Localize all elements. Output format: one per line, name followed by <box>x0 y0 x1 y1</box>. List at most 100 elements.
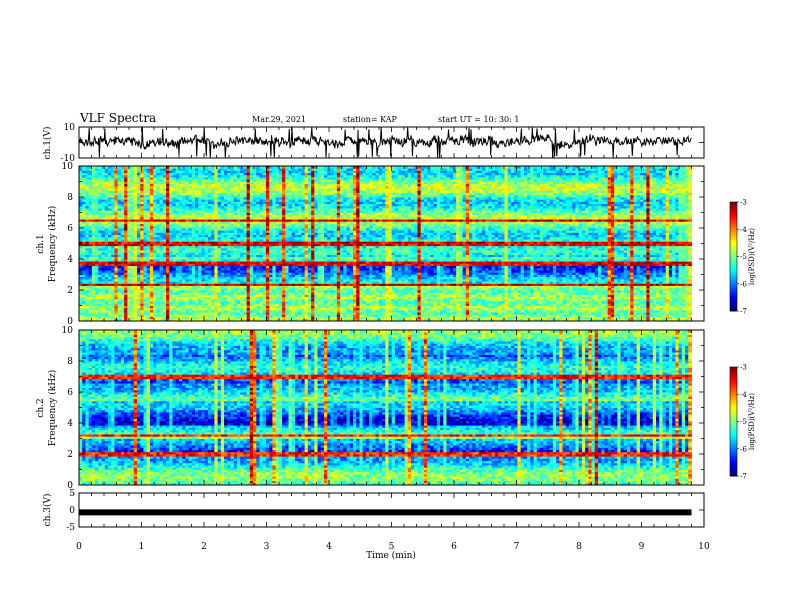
spectrogram-cell <box>134 175 138 178</box>
spectrogram-cell <box>124 288 128 291</box>
spectrogram-cell <box>124 190 128 193</box>
spectrogram-cell <box>140 190 144 193</box>
spectrogram-cell <box>137 217 141 220</box>
spectrogram-cell <box>98 186 102 189</box>
spectrogram-cell <box>118 303 122 306</box>
spectrogram-cell <box>134 268 138 271</box>
spectrogram-cell <box>105 195 109 198</box>
spectrogram-cell <box>131 195 135 198</box>
spectrogram-cell <box>92 294 96 297</box>
spectrogram-cell <box>137 206 141 209</box>
spectrogram-cell <box>140 232 144 235</box>
spectrogram-cell <box>85 283 89 286</box>
spectrogram-cell <box>92 190 96 193</box>
spectrogram-cell <box>124 272 128 275</box>
spectrogram-cell <box>79 206 83 209</box>
spectrogram-cell <box>95 303 99 306</box>
spectrogram-cell <box>85 310 89 313</box>
spectrogram-cell <box>82 170 86 173</box>
spectrogram-cell <box>127 268 131 271</box>
spectrogram-cell <box>105 237 109 240</box>
spectrogram-cell <box>92 201 96 204</box>
spectrogram-cell <box>134 190 138 193</box>
spectrogram-cell <box>131 190 135 193</box>
spectrogram-cell <box>114 299 118 302</box>
spectrogram-cell <box>95 206 99 209</box>
spectrogram-cell <box>95 252 99 255</box>
spectrogram-cell <box>92 272 96 275</box>
spectrogram-cell <box>140 179 144 182</box>
spectrogram-cell <box>131 201 135 204</box>
spectrogram-cell <box>131 263 135 266</box>
spectrogram-cell <box>131 226 135 229</box>
spectrogram-cell <box>118 232 122 235</box>
spectrogram-cell <box>124 294 128 297</box>
spectrogram-cell <box>92 257 96 260</box>
spectrogram-cell <box>118 170 122 173</box>
spectrogram-cell <box>134 283 138 286</box>
spectrogram-cell <box>137 310 141 313</box>
ch1-spectrogram-heatmap <box>79 166 692 321</box>
spectrogram-cell <box>111 310 115 313</box>
spectrogram-cell <box>105 294 109 297</box>
spectrogram-cell <box>134 279 138 282</box>
spectrogram-cell <box>140 210 144 213</box>
spectrogram-cell <box>92 299 96 302</box>
spectrogram-cell <box>102 272 106 275</box>
spectrogram-cell <box>121 310 125 313</box>
spectrogram-cell <box>111 294 115 297</box>
spectrogram-cell <box>127 175 131 178</box>
spectrogram-cell <box>131 248 135 251</box>
spectrogram-cell <box>114 283 118 286</box>
spectrogram-cell <box>95 201 99 204</box>
spectrogram-cell <box>89 288 93 291</box>
spectrogram-cell <box>108 195 112 198</box>
spectrogram-cell <box>95 272 99 275</box>
station-label: station= KAP <box>343 115 398 124</box>
spectrogram-cell <box>102 299 106 302</box>
spectrogram-cell <box>108 252 112 255</box>
spectrogram-cell <box>114 310 118 313</box>
spectrogram-cell <box>121 294 125 297</box>
spectrogram-cell <box>85 314 89 317</box>
spectrogram-cell <box>114 252 118 255</box>
spectrogram-cell <box>114 288 118 291</box>
spectrogram-cell <box>137 314 141 317</box>
spectrogram-cell <box>85 206 89 209</box>
spectrogram-cell <box>98 226 102 229</box>
spectrogram-cell <box>111 221 115 224</box>
spectrogram-cell <box>79 283 83 286</box>
spectrogram-cell <box>95 257 99 260</box>
spectrogram-cell <box>82 201 86 204</box>
spectrogram-cell <box>82 217 86 220</box>
spectrogram-cell <box>137 272 141 275</box>
spectrogram-cell <box>118 186 122 189</box>
spectrogram-cell <box>95 263 99 266</box>
spectrogram-cell <box>108 257 112 260</box>
spectrogram-cell <box>102 314 106 317</box>
spectrogram-cell <box>98 201 102 204</box>
spectrogram-cell <box>82 237 86 240</box>
spectrogram-cell <box>82 299 86 302</box>
spectrogram-cell <box>137 252 141 255</box>
spectrogram-cell <box>124 257 128 260</box>
spectrogram-cell <box>89 263 93 266</box>
spectrogram-cell <box>137 232 141 235</box>
spectrogram-cell <box>134 201 138 204</box>
spectrogram-cell <box>137 179 141 182</box>
spectrogram-cell <box>89 283 93 286</box>
spectrogram-cell <box>105 170 109 173</box>
spectrogram-cell <box>82 263 86 266</box>
spectrogram-cell <box>131 288 135 291</box>
spectrogram-cell <box>105 201 109 204</box>
spectrogram-cell <box>79 186 83 189</box>
spectrogram-cell <box>79 170 83 173</box>
spectrogram-cell <box>108 314 112 317</box>
spectrogram-cell <box>82 303 86 306</box>
spectrogram-cell <box>111 241 115 244</box>
spectrogram-cell <box>85 237 89 240</box>
spectrogram-cell <box>124 283 128 286</box>
spectrogram-cell <box>105 257 109 260</box>
spectrogram-cell <box>124 232 128 235</box>
spectrogram-cell <box>114 186 118 189</box>
